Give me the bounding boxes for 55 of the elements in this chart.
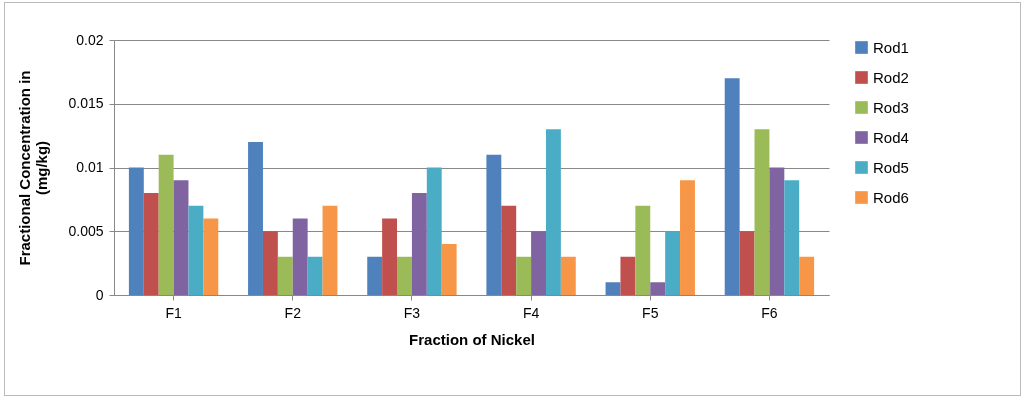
bar: [739, 231, 755, 295]
bar: [397, 256, 412, 295]
legend-label: Rod3: [873, 98, 909, 116]
bar: [620, 256, 636, 295]
legend-label: Rod1: [873, 38, 909, 56]
bar: [560, 256, 576, 295]
bar: [754, 129, 770, 295]
bar: [367, 256, 383, 295]
y-tick-label: 0.015: [68, 95, 104, 112]
bar: [650, 282, 666, 295]
bar: [277, 256, 293, 295]
bar: [143, 193, 159, 295]
y-axis-title: Fractional Concentration in (mg/kg): [16, 70, 51, 266]
bar: [382, 218, 398, 295]
x-tick-label: F5: [642, 304, 659, 321]
bar: [203, 218, 219, 295]
bar: [173, 180, 189, 295]
bar: [411, 193, 427, 295]
bar: [292, 218, 308, 295]
bar: [784, 180, 800, 295]
x-tick-label: F6: [761, 304, 778, 321]
bar: [248, 142, 263, 295]
bar: [158, 154, 174, 295]
bar: [799, 256, 815, 295]
legend-label: Rod2: [873, 68, 909, 86]
x-tick-label: F2: [284, 304, 302, 321]
y-tick-label: 0.02: [76, 31, 104, 48]
bar: [501, 205, 517, 295]
bar: [665, 231, 681, 295]
bar: [486, 154, 502, 295]
bar: [128, 167, 144, 295]
bar: [680, 180, 695, 295]
bar: [516, 256, 532, 295]
legend-label: Rod4: [873, 128, 909, 146]
bar: [426, 167, 442, 295]
bar: [262, 231, 278, 295]
bar: [545, 129, 561, 295]
bar: [322, 205, 338, 295]
bar: [441, 244, 457, 295]
y-tick-label: 0: [95, 286, 104, 303]
bar: [769, 167, 785, 295]
x-tick-label: F3: [403, 304, 421, 321]
y-tick-label: 0.01: [76, 159, 104, 175]
x-axis-title: Fraction of Nickel: [409, 330, 535, 348]
x-tick-label: F4: [522, 304, 540, 321]
legend-label: Rod5: [873, 158, 909, 176]
y-tick-label: 0.005: [68, 222, 104, 239]
bar: [188, 205, 204, 295]
bar: [307, 256, 323, 295]
bar: [724, 78, 740, 295]
x-tick-label: F1: [165, 304, 182, 321]
bar: [635, 205, 651, 295]
bar: [531, 231, 546, 295]
bar: [605, 282, 621, 295]
legend-label: Rod6: [873, 188, 909, 206]
